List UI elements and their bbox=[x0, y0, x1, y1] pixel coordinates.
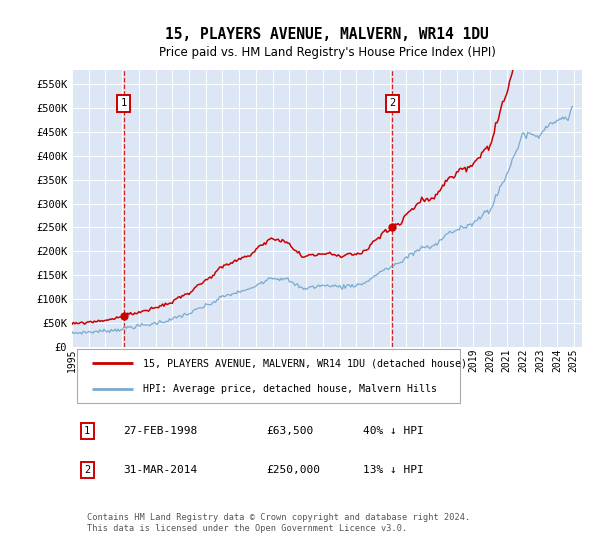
FancyBboxPatch shape bbox=[77, 349, 460, 403]
Text: HPI: Average price, detached house, Malvern Hills: HPI: Average price, detached house, Malv… bbox=[143, 384, 437, 394]
Text: 13% ↓ HPI: 13% ↓ HPI bbox=[362, 465, 424, 475]
Text: 27-FEB-1998: 27-FEB-1998 bbox=[123, 426, 197, 436]
Text: 2: 2 bbox=[84, 465, 91, 475]
Text: 31-MAR-2014: 31-MAR-2014 bbox=[123, 465, 197, 475]
Text: Contains HM Land Registry data © Crown copyright and database right 2024.
This d: Contains HM Land Registry data © Crown c… bbox=[88, 514, 470, 533]
Text: Price paid vs. HM Land Registry's House Price Index (HPI): Price paid vs. HM Land Registry's House … bbox=[158, 46, 496, 59]
Text: 1: 1 bbox=[84, 426, 91, 436]
Text: £63,500: £63,500 bbox=[266, 426, 313, 436]
Text: 40% ↓ HPI: 40% ↓ HPI bbox=[362, 426, 424, 436]
Text: 15, PLAYERS AVENUE, MALVERN, WR14 1DU: 15, PLAYERS AVENUE, MALVERN, WR14 1DU bbox=[165, 27, 489, 43]
Text: 2: 2 bbox=[389, 99, 395, 109]
Text: 15, PLAYERS AVENUE, MALVERN, WR14 1DU (detached house): 15, PLAYERS AVENUE, MALVERN, WR14 1DU (d… bbox=[143, 358, 467, 368]
Text: 1: 1 bbox=[121, 99, 127, 109]
Text: £250,000: £250,000 bbox=[266, 465, 320, 475]
